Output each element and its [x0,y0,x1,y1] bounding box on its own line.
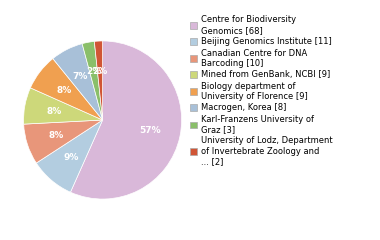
Wedge shape [70,41,182,199]
Wedge shape [24,120,103,163]
Text: 9%: 9% [63,153,78,162]
Wedge shape [24,88,103,124]
Legend: Centre for Biodiversity
Genomics [68], Beijing Genomics Institute [11], Canadian: Centre for Biodiversity Genomics [68], B… [190,16,332,166]
Wedge shape [53,44,103,120]
Text: 8%: 8% [47,107,62,116]
Text: 8%: 8% [48,131,63,140]
Text: 2%: 2% [92,66,108,76]
Wedge shape [36,120,103,192]
Wedge shape [30,59,103,120]
Wedge shape [94,41,103,120]
Text: 8%: 8% [56,86,71,95]
Wedge shape [82,41,103,120]
Text: 57%: 57% [140,126,162,135]
Text: 2%: 2% [86,67,101,76]
Text: 7%: 7% [73,72,88,81]
